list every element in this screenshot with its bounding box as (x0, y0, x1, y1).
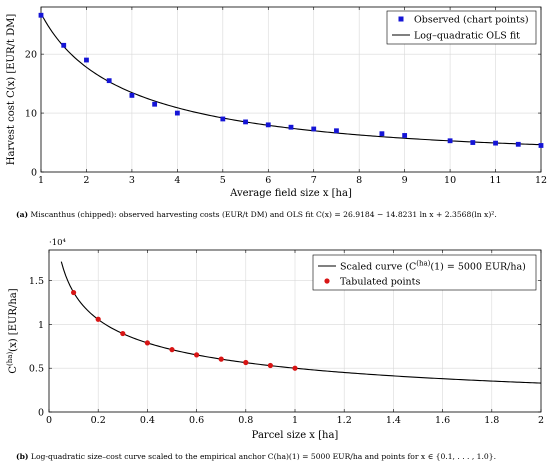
data-point-observed (152, 101, 158, 107)
data-point-observed (470, 140, 476, 145)
data-point-tabulated (194, 352, 200, 358)
caption-b-label: (b) (16, 452, 29, 461)
data-point-observed (174, 110, 180, 116)
x-tick-label: 7 (311, 175, 317, 186)
y-axis-label: Harvest cost C(x) [EUR/t DM] (6, 14, 17, 166)
data-point-observed (311, 126, 317, 132)
data-point-observed (220, 116, 226, 122)
x-tick-label: 12 (535, 175, 547, 186)
plot-frame (48, 249, 542, 413)
data-point-observed (493, 140, 498, 146)
x-tick-label: 0.8 (238, 415, 253, 426)
x-axis-label: Parcel size x [ha] (252, 430, 339, 441)
x-tick-label: 0.6 (189, 415, 204, 426)
data-point-observed (129, 92, 135, 98)
data-point-observed (538, 143, 544, 148)
legend-label-part: (ha) (416, 260, 430, 268)
y-axis-label-part: (x) [EUR/ha] (8, 288, 19, 352)
y-axis-label-part: C (8, 366, 19, 374)
legend-box (386, 10, 537, 45)
data-point-observed (402, 133, 408, 138)
x-tick-label: 5 (220, 175, 226, 186)
data-point-observed (84, 57, 89, 63)
legend-label-part: Scaled curve (C (340, 262, 416, 273)
legend-label-scaled: Scaled curve (C(ha)(1) = 5000 EUR/ha) (340, 260, 526, 273)
data-point-observed (288, 124, 294, 130)
y-axis-label: C(ha)(x) [EUR/ha] (6, 288, 19, 373)
x-tick-label: 1 (38, 175, 44, 186)
legend-label-part: (1) = 5000 EUR/ha) (430, 262, 525, 273)
x-tick-label: 0 (46, 415, 52, 426)
y-tick-label: 0 (31, 168, 37, 179)
legend-label-observed: Observed (chart points) (414, 15, 529, 26)
caption-a-label: (a) (16, 210, 29, 219)
chart-b: 0 0.2 0.4 0.6 0.8 1 1.2 1.4 1.6 1.8 2 0 0.5 1 1.5 ·10⁴ P… (6, 238, 544, 441)
y-multiplier-label: ·10⁴ (49, 238, 67, 248)
caption-a-text: Miscanthus (chipped): observed harvestin… (28, 210, 497, 219)
x-tick-label: 6 (265, 175, 271, 186)
plot-frame (40, 6, 542, 173)
x-tick-label: 11 (489, 175, 501, 186)
legend-marker-observed (398, 16, 404, 22)
legend: Observed (chart points) Log–quadratic OLS… (386, 10, 537, 45)
x-tick-label: 0.4 (140, 415, 155, 426)
x-tick-label: 2 (83, 175, 89, 186)
x-tick-label: 1.8 (484, 415, 499, 426)
caption-a: (a) Miscanthus (chipped): observed harve… (16, 210, 546, 220)
data-point-observed (447, 138, 453, 144)
data-point-tabulated (218, 356, 224, 362)
y-tick-label: 1 (38, 320, 44, 331)
legend-marker-tabulated (324, 278, 330, 284)
y-axis-label-part: (ha) (6, 352, 14, 366)
legend: Scaled curve (C(ha)(1) = 5000 EUR/ha) Tab… (312, 254, 537, 291)
x-tick-label: 1 (292, 415, 298, 426)
caption-b-text: Log-quadratic size–cost curve scaled to … (28, 452, 497, 461)
data-point-observed (515, 141, 521, 147)
legend-label-tabulated: Tabulated points (340, 277, 420, 288)
data-point-tabulated (95, 316, 101, 322)
y-tick-label: 10 (25, 109, 37, 120)
x-tick-label: 0.2 (91, 415, 106, 426)
y-tick-label: 20 (25, 50, 37, 61)
x-tick-label: 10 (444, 175, 456, 186)
data-point-observed (106, 78, 112, 84)
data-point-observed (243, 119, 248, 125)
data-point-tabulated (267, 362, 273, 369)
x-tick-label: 3 (129, 175, 135, 186)
y-tick-label: 0.5 (29, 364, 44, 375)
x-tick-label: 2 (538, 415, 544, 426)
data-point-tabulated (169, 347, 175, 353)
y-tick-label: 0 (38, 408, 44, 419)
data-point-tabulated (71, 289, 77, 296)
data-point-tabulated (120, 330, 126, 337)
data-point-observed (38, 12, 44, 18)
data-point-tabulated (292, 365, 298, 371)
x-tick-label: 1.2 (337, 415, 352, 426)
data-point-observed (265, 122, 271, 128)
caption-b: (b) Log-quadratic size–cost curve scaled… (16, 452, 546, 462)
x-tick-label: 4 (174, 175, 180, 186)
series-line-scaled-curve (60, 261, 542, 384)
x-tick-label: 1.4 (386, 415, 401, 426)
x-axis-label: Average field size x [ha] (229, 188, 352, 199)
legend-label-fit: Log–quadratic OLS fit (414, 31, 520, 42)
x-tick-label: 1.6 (435, 415, 450, 426)
x-tick-label: 9 (402, 175, 408, 186)
data-point-observed (379, 131, 385, 137)
x-tick-label: 8 (356, 175, 362, 186)
data-point-tabulated (144, 340, 150, 346)
legend-box (312, 254, 537, 291)
data-point-observed (334, 128, 339, 134)
data-point-tabulated (243, 359, 249, 366)
data-point-observed (61, 42, 67, 48)
y-tick-label: 1.5 (29, 276, 44, 287)
